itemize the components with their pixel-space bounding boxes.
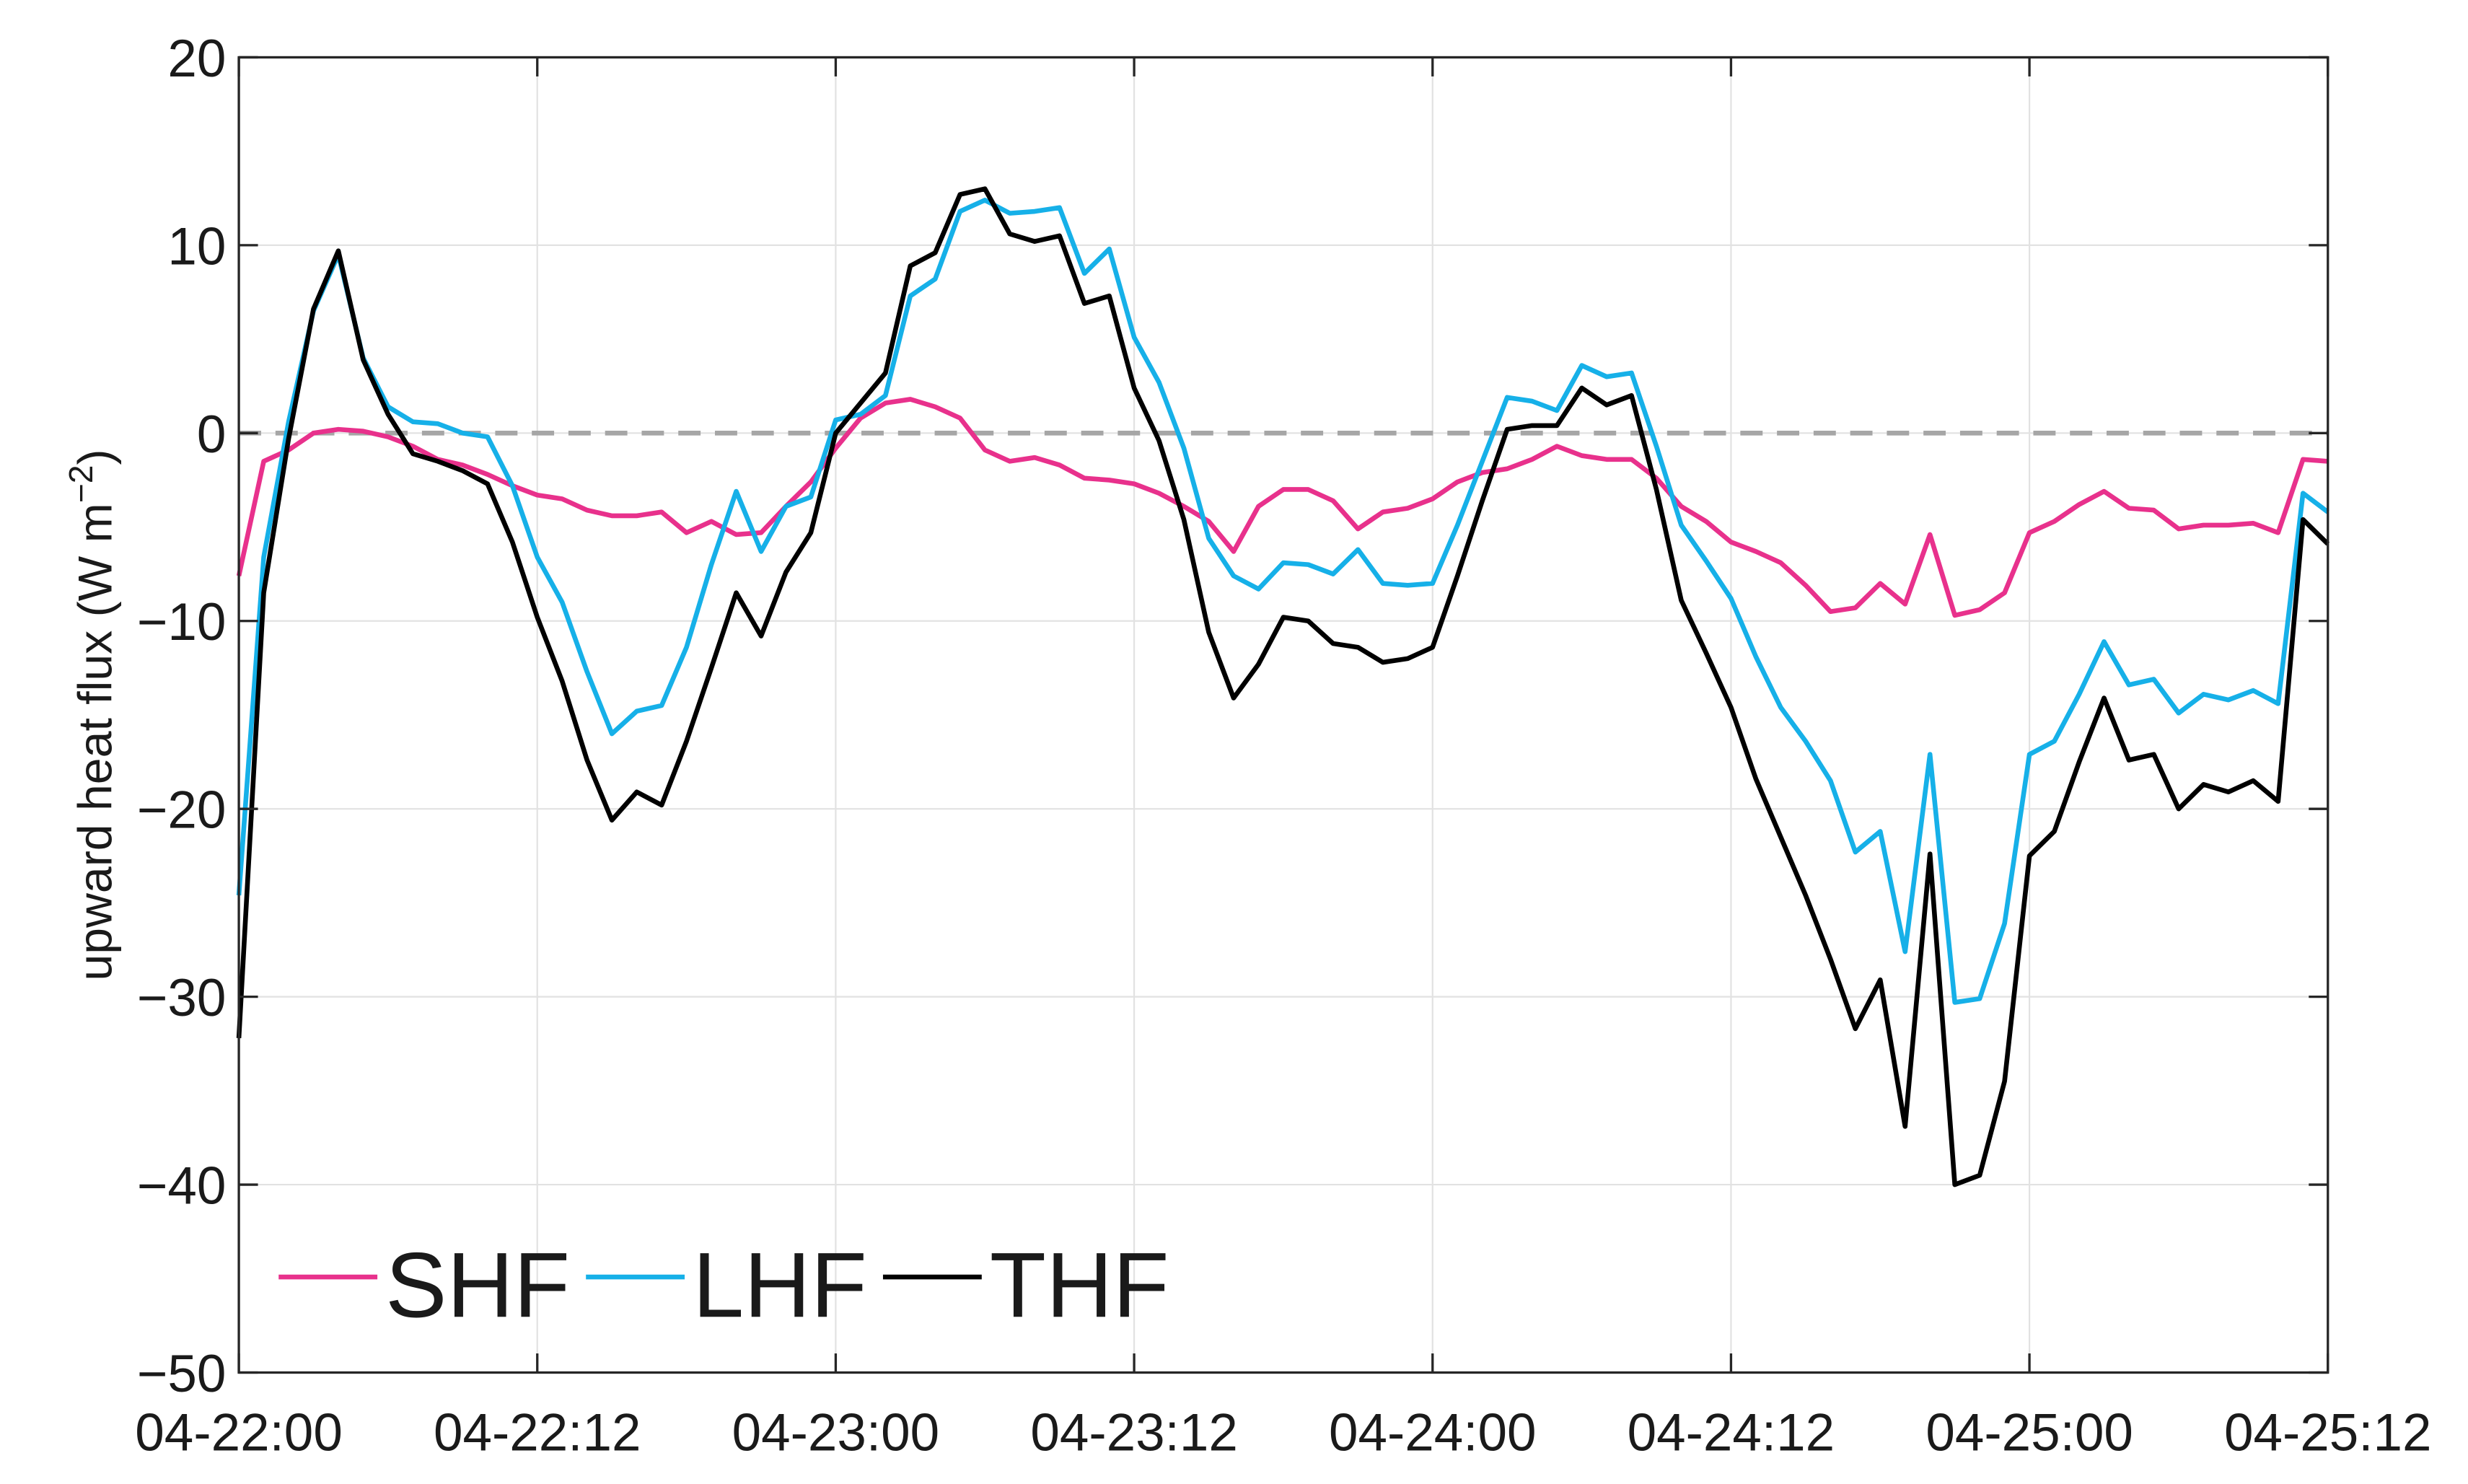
x-tick-label: 04-22:12 bbox=[434, 1404, 641, 1462]
series-line bbox=[236, 198, 2329, 1005]
y-tick-label: −50 bbox=[137, 1345, 227, 1403]
series-line bbox=[236, 186, 2330, 1187]
y-tick-label: −40 bbox=[137, 1157, 227, 1216]
y-label-text: upward heat flux (W m bbox=[69, 503, 123, 980]
x-tick-label: 04-23:00 bbox=[732, 1404, 940, 1462]
y-label-exponent: −2 bbox=[62, 465, 100, 503]
legend-label: LHF bbox=[693, 1234, 867, 1337]
legend-label: SHF bbox=[385, 1234, 570, 1337]
y-tick-label: 10 bbox=[167, 217, 226, 276]
y-tick-label: 20 bbox=[167, 30, 226, 88]
y-tick-label: −20 bbox=[137, 781, 227, 840]
legend: SHF LHF THF bbox=[278, 1234, 1169, 1337]
y-tick-label: −10 bbox=[137, 593, 227, 651]
x-tick-label: 04-25:12 bbox=[2224, 1404, 2432, 1462]
plot-frame bbox=[237, 56, 2329, 1374]
x-tick-label: 04-24:12 bbox=[1628, 1404, 1835, 1462]
x-tick-label: 04-25:00 bbox=[1925, 1404, 2133, 1462]
series-line bbox=[236, 397, 2329, 618]
y-tick-label: −30 bbox=[137, 969, 227, 1027]
y-label-end: ) bbox=[69, 449, 123, 465]
x-tick-label: 04-22:00 bbox=[135, 1404, 343, 1462]
x-tick-label: 04-24:00 bbox=[1329, 1404, 1537, 1462]
legend-label: THF bbox=[990, 1234, 1169, 1337]
y-axis-label: upward heat flux (W m−2) bbox=[62, 449, 122, 980]
x-tick-label: 04-23:12 bbox=[1030, 1404, 1238, 1462]
y-tick-label: 0 bbox=[197, 405, 227, 464]
